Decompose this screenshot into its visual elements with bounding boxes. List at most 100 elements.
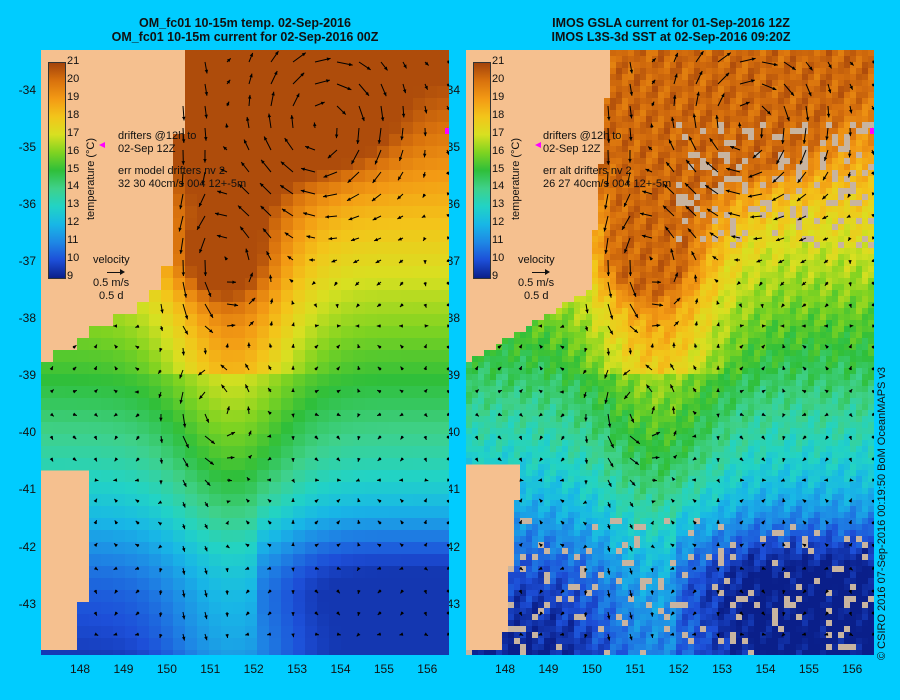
longitude-tick-label: 154 [330,662,351,676]
velocity-vector-head [716,343,720,348]
velocity-vector-head [739,520,744,525]
velocity-vector-head [291,436,295,440]
left-panel-title: OM_fc01 10-15m temp. 02-Sep-2016 OM_fc01… [40,16,450,44]
velocity-vector-head [848,520,852,525]
velocity-vector-head [709,232,714,236]
latitude-tick-label: -34 [18,82,36,97]
velocity-vector-head [761,499,766,503]
velocity-vector-head [446,345,449,349]
longitude-tick-label: 153 [287,662,308,676]
velocity-vector-head [699,71,703,76]
velocity-vector-head [357,436,361,441]
velocity-vector-head [423,566,428,571]
velocity-vector-head [518,566,523,571]
velocity-vector-head [93,389,98,394]
velocity-vector-head [822,195,827,200]
velocity-vector-head [246,477,251,482]
velocity-vector-head [650,101,655,106]
velocity-vector-head [447,60,449,64]
velocity-vector-head [376,324,381,328]
velocity-vector-head [423,589,427,594]
velocity-vector-head [401,113,406,118]
velocity-vector-head [231,432,236,436]
err-line1: err alt drifters nv 2 [543,165,632,177]
velocity-vector-head [825,435,830,440]
velocity-duration: 0.5 d [99,290,124,302]
velocity-vector-head [628,272,633,276]
velocity-vector-head [761,589,765,594]
velocity-vector-head [423,303,427,308]
velocity-vector-head [335,303,339,308]
velocity-vector-head [357,457,361,462]
velocity-vector-head [651,406,655,411]
velocity-vector-head [113,478,118,482]
velocity-vector-head [848,303,852,308]
velocity-vector-head [802,303,807,307]
left-title-line2: OM_fc01 10-15m current for 02-Sep-2016 0… [111,30,379,44]
velocity-vector-head [72,435,77,440]
velocity-vector-head [739,499,744,503]
colorbar-tick-label: 11 [67,234,79,247]
velocity-vector-head [826,113,831,118]
credit-text: © CSIRO 2016 07-Sep-2016 00:19:50 BoM Oc… [876,366,888,660]
velocity-vector-head [825,457,829,462]
velocity-vector-head [225,101,230,106]
velocity-vector-head [399,281,404,286]
velocity-vector-head [336,589,340,594]
velocity-vector-head [303,212,308,216]
velocity-vector-head [399,303,404,308]
velocity-vector-head [629,114,633,119]
velocity-vector-head [291,612,295,616]
velocity-vector-head [716,633,720,638]
velocity-vector-head [158,522,163,526]
velocity-vector-head [606,139,611,143]
velocity-vector-head [423,520,427,525]
velocity-vector-head [314,324,319,328]
colorbar [473,62,491,279]
velocity-vector-head [246,611,250,616]
velocity-vector-head [336,611,340,616]
latitude-tick-label: -40 [18,425,36,440]
velocity-vector-head [761,543,766,548]
velocity-vector-head [209,461,214,465]
velocity-vector-head [424,61,429,66]
velocity-vector-head [421,214,426,218]
velocity-vector-head [560,632,564,636]
latitude-tick-label: -35 [18,140,36,155]
velocity-vector-head [642,190,647,194]
velocity-vector-head [694,321,698,326]
velocity-vector-head [346,197,351,201]
velocity-vector-head [560,324,565,328]
velocity-vector-head [305,145,310,150]
velocity-vector-head [246,498,250,503]
velocity-vector-head [663,184,668,188]
velocity-vector-head [423,542,427,547]
velocity-vector-head [267,632,272,636]
longitude-tick-label: 148 [70,662,91,676]
velocity-vector-head [423,611,427,616]
velocity-vector-head [629,69,634,74]
velocity-vector-head [726,52,731,57]
velocity-vector-head [93,457,97,462]
satellite-sst-map: 21 20 19 18 17 16 15 14 13 12 11 10 9 temperature (°… [466,50,874,655]
velocity-vector-head [824,412,829,416]
colorbar-tick-label: 11 [492,234,504,247]
velocity-vector-head [72,390,77,394]
velocity-vector-head [446,171,449,175]
velocity-vector-head [204,69,209,74]
velocity-vector-head [245,384,249,389]
velocity-vector-head [159,612,163,617]
velocity-vector-head [267,543,272,548]
velocity-vector-head [607,503,611,508]
velocity-vector-head [291,478,295,483]
velocity-vector-head [656,432,661,436]
velocity-vector-head [692,632,697,636]
velocity-vector-head [225,634,229,638]
velocity-vector-head [739,435,744,440]
velocity-label: velocity [93,254,130,266]
velocity-vector-head [291,413,295,418]
velocity-vector-head [626,180,630,185]
velocity-vector-head [314,390,319,394]
velocity-vector-head [756,259,761,263]
model-temperature-map: 21 20 19 18 17 16 15 14 13 12 11 10 9 temperature (°… [41,50,449,655]
